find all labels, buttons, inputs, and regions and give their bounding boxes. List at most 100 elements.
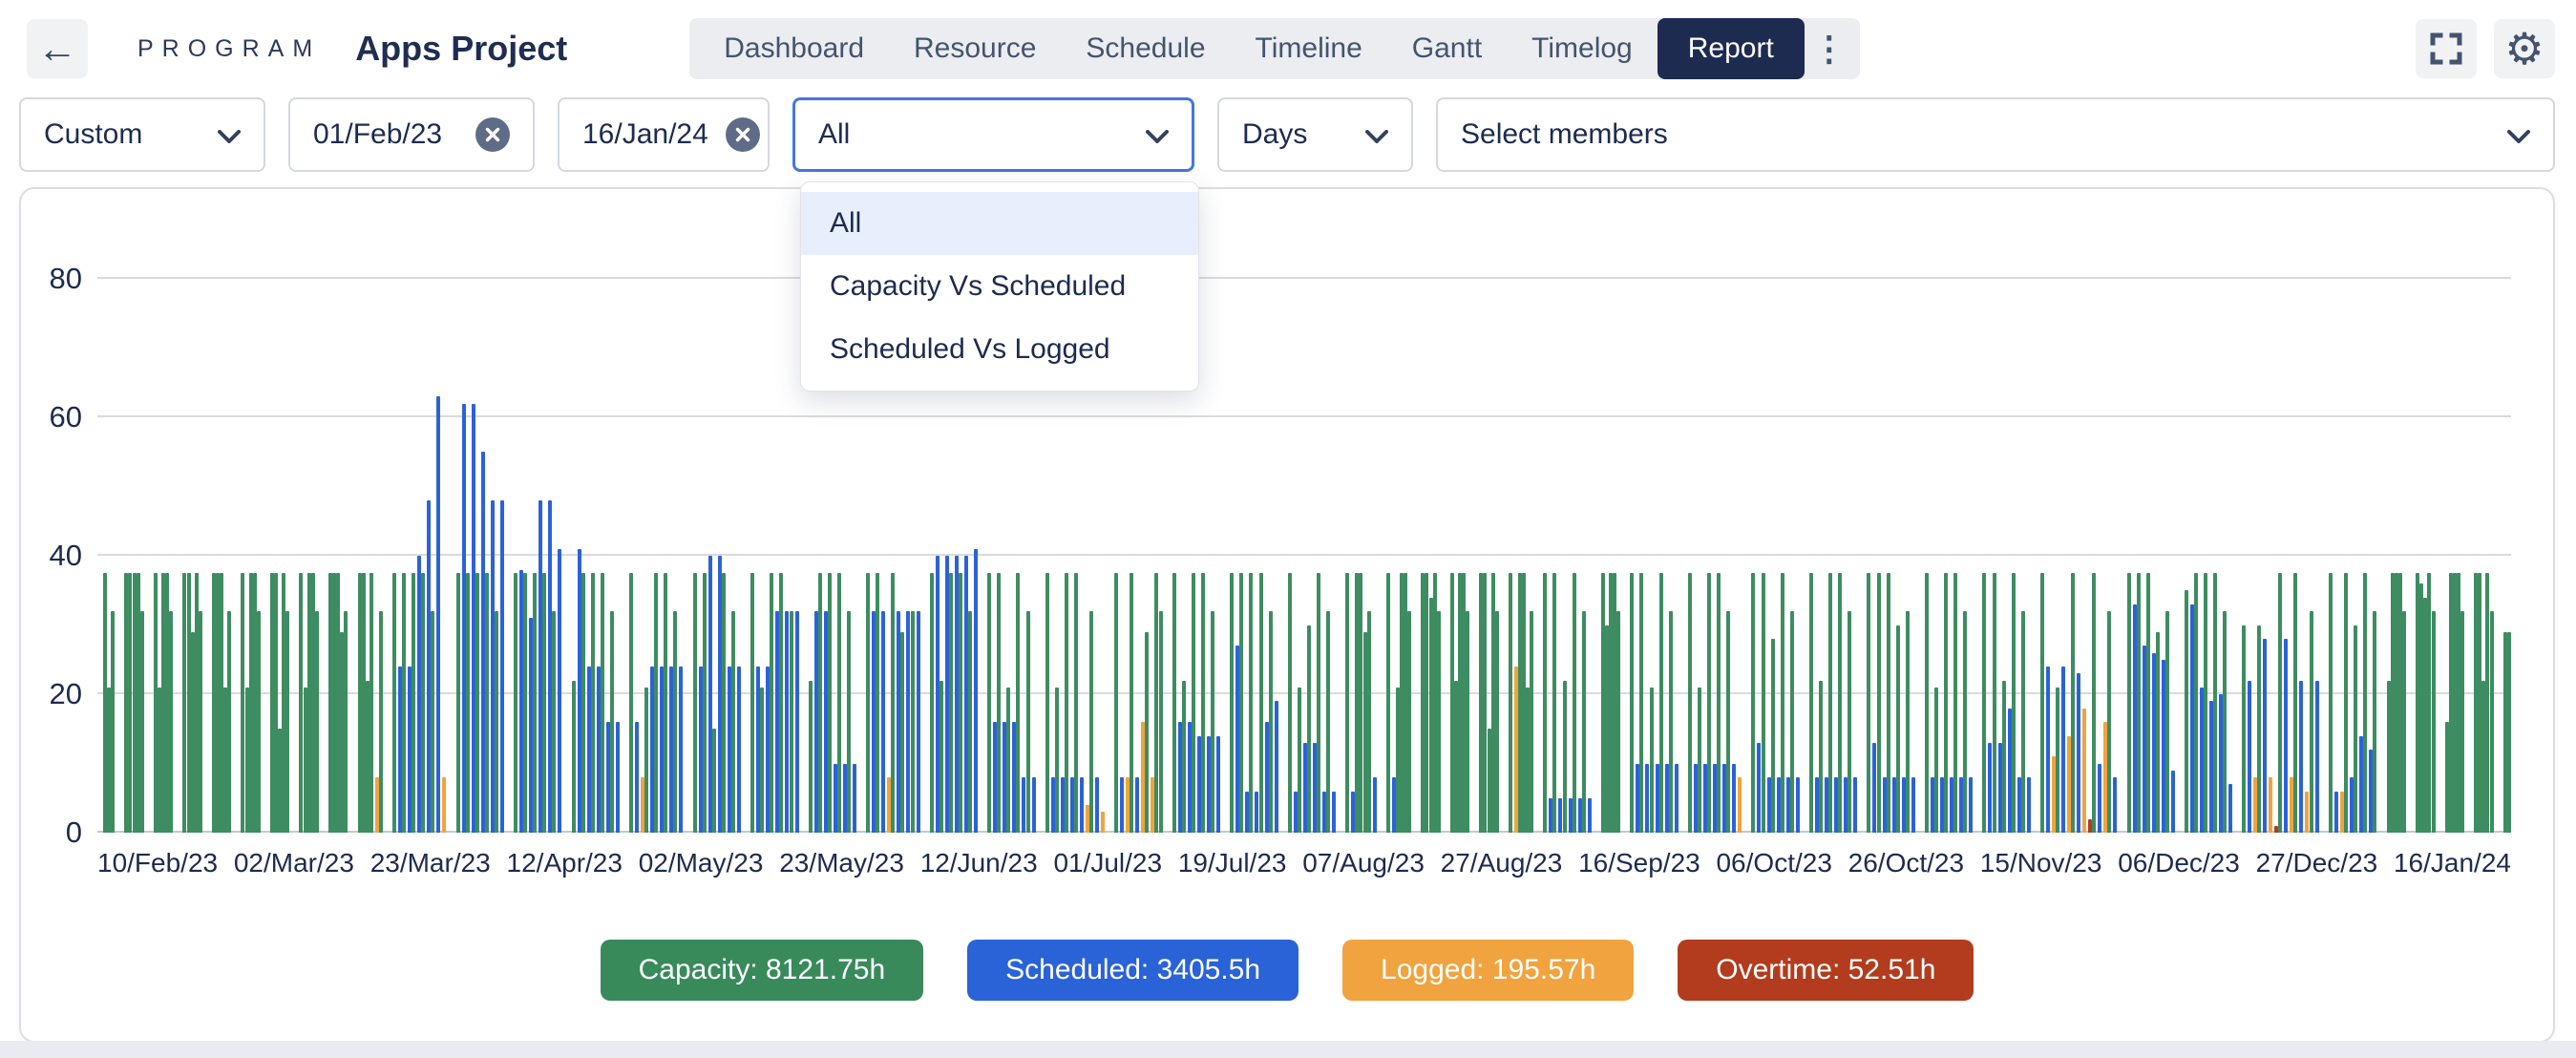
end-date-field[interactable]: 16/Jan/24 <box>558 97 770 172</box>
start-date-field[interactable]: 01/Feb/23 <box>288 97 535 172</box>
scheduled-bar <box>558 548 562 833</box>
capacity-bar <box>1399 573 1404 833</box>
day-group <box>2390 279 2395 833</box>
day-group <box>987 279 998 833</box>
capacity-bar <box>779 573 784 833</box>
capacity-bar <box>1385 573 1390 833</box>
date-range-preset-select[interactable]: Custom <box>19 97 265 172</box>
capacity-bar <box>285 611 290 833</box>
day-group <box>2431 279 2436 833</box>
tab-timeline[interactable]: Timeline <box>1255 32 1362 64</box>
scheduled-bar <box>2248 680 2252 833</box>
scheduled-bar <box>499 500 504 833</box>
members-select[interactable]: Select members <box>1436 97 2555 172</box>
capacity-bar <box>1404 573 1408 833</box>
capacity-bar <box>1436 611 1441 833</box>
day-group <box>711 279 722 833</box>
scheduled-bar <box>1732 763 1737 833</box>
granularity-select[interactable]: Days <box>1217 97 1413 172</box>
tab-schedule[interactable]: Schedule <box>1086 32 1206 64</box>
granularity-value: Days <box>1242 118 1308 150</box>
bars-layer <box>103 279 2511 833</box>
logged-bar <box>442 777 447 833</box>
capacity-bar <box>1239 573 1244 833</box>
scheduled-bar <box>2113 777 2118 833</box>
day-group <box>2506 279 2511 833</box>
y-tick-label: 20 <box>49 677 82 710</box>
settings-button[interactable]: ⚙ <box>2494 19 2555 78</box>
tab-report[interactable]: Report <box>1657 18 1805 79</box>
more-options-icon[interactable]: ⋮ <box>1811 29 1847 68</box>
capacity-bar <box>711 729 716 833</box>
legend-overtime-button[interactable]: Overtime: 52.51h <box>1678 940 1974 1001</box>
capacity-bar <box>169 611 174 833</box>
clear-start-date-icon[interactable] <box>475 117 510 152</box>
tab-resource[interactable]: Resource <box>914 32 1037 64</box>
scheduled-bar <box>1012 722 1017 833</box>
tab-dashboard[interactable]: Dashboard <box>724 32 864 64</box>
scheduled-bar <box>2314 680 2319 833</box>
capacity-bar <box>220 573 224 833</box>
report-view-select[interactable]: All <box>792 97 1194 172</box>
fullscreen-button[interactable] <box>2416 19 2477 78</box>
day-group <box>866 279 876 833</box>
day-group <box>1268 279 1278 833</box>
capacity-bar <box>310 573 315 833</box>
clear-end-date-icon[interactable] <box>725 117 760 152</box>
day-group <box>1449 279 1454 833</box>
legend-logged-button[interactable]: Logged: 195.57h <box>1342 940 1635 1001</box>
gridline-40 <box>97 554 2511 556</box>
legend-scheduled-button[interactable]: Scheduled: 3405.5h <box>967 940 1299 1001</box>
members-placeholder: Select members <box>1461 118 1668 150</box>
legend-capacity-button[interactable]: Capacity: 8121.75h <box>600 940 924 1001</box>
capacity-bar <box>702 573 707 833</box>
menu-option-all[interactable]: All <box>801 192 1198 255</box>
tab-gantt[interactable]: Gantt <box>1411 32 1483 64</box>
day-group <box>1385 279 1396 833</box>
day-group <box>1172 279 1182 833</box>
day-group <box>136 279 140 833</box>
day-group <box>1867 279 1877 833</box>
scheduled-bar <box>906 611 911 833</box>
capacity-bar <box>1828 573 1833 833</box>
menu-option-scheduled-vs-logged[interactable]: Scheduled Vs Logged <box>830 333 1110 365</box>
capacity-bar <box>552 611 557 833</box>
capacity-bar <box>107 687 112 833</box>
capacity-bar <box>2039 573 2044 833</box>
capacity-bar <box>1490 573 1495 833</box>
day-group <box>779 279 790 833</box>
scheduled-bar <box>1940 777 1945 833</box>
capacity-bar <box>153 573 158 833</box>
capacity-bar <box>136 573 140 833</box>
week-group <box>1924 279 1974 833</box>
capacity-bar <box>1297 687 1301 833</box>
capacity-bar <box>629 573 634 833</box>
day-group <box>278 279 283 833</box>
capacity-bar <box>1780 573 1784 833</box>
scheduled-bar <box>1997 742 2002 833</box>
capacity-bar <box>278 729 283 833</box>
back-button[interactable]: ← <box>27 19 88 78</box>
header-actions: ⚙ <box>2416 19 2555 78</box>
week-group <box>455 279 504 833</box>
capacity-bar <box>484 573 489 833</box>
day-group <box>1639 279 1650 833</box>
capacity-bar <box>2257 624 2262 833</box>
y-tick-label: 0 <box>65 815 82 849</box>
capacity-bar <box>128 573 133 833</box>
day-group <box>336 279 341 833</box>
week-group <box>1345 279 1377 833</box>
scheduled-bar <box>398 667 403 833</box>
day-group <box>421 279 432 833</box>
logged-bar <box>2066 735 2071 833</box>
menu-option-capacity-vs-scheduled[interactable]: Capacity Vs Scheduled <box>830 270 1127 302</box>
day-group <box>910 279 920 833</box>
tab-timelog[interactable]: Timelog <box>1531 32 1633 64</box>
week-group <box>153 279 174 833</box>
report-view-value: All <box>818 118 851 150</box>
day-group <box>2126 279 2137 833</box>
day-group <box>1521 279 1526 833</box>
scheduled-bar <box>1655 763 1659 833</box>
day-group <box>299 279 304 833</box>
capacity-bar <box>1953 573 1958 833</box>
